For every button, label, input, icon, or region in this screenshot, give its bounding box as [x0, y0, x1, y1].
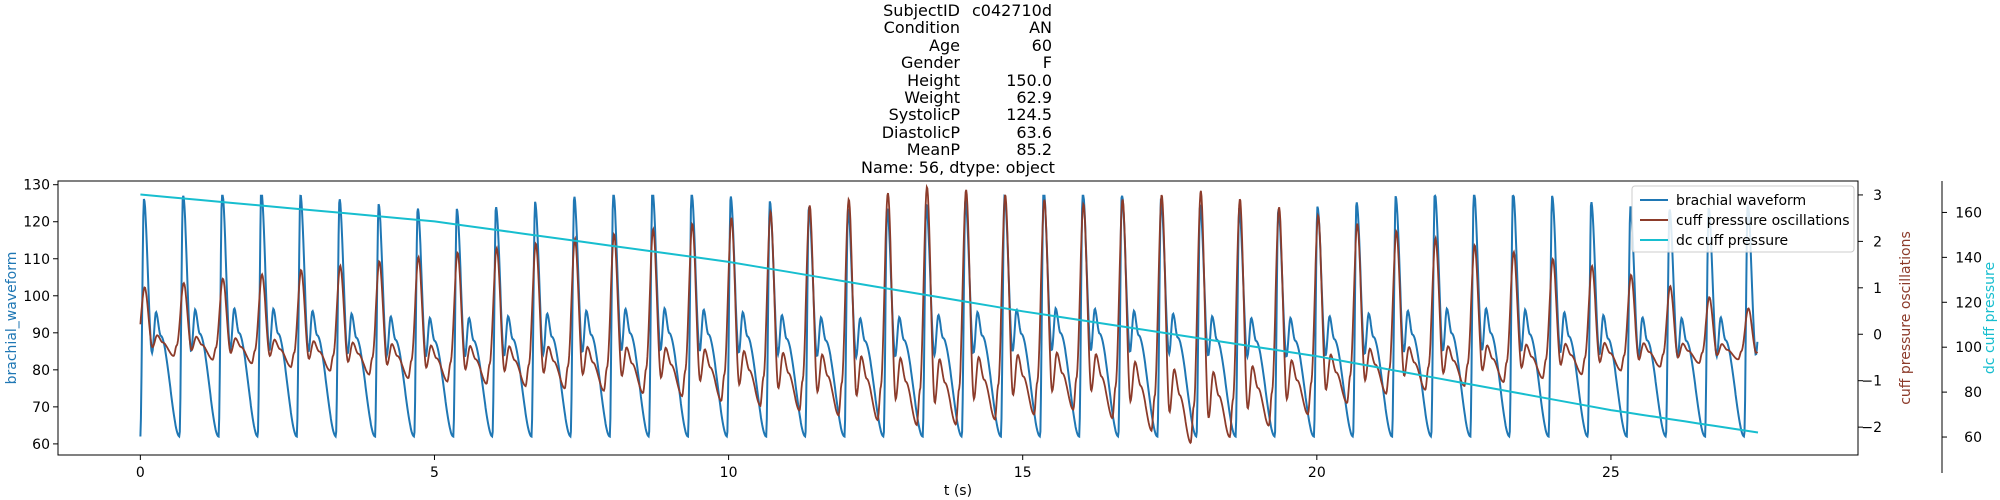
left-y-tick-label: 80: [32, 363, 50, 379]
x-tick-label: 5: [430, 465, 439, 481]
right2-y-tick-label: 120: [1955, 295, 1982, 311]
right-y-axis-label: cuff pressure oscillations: [1898, 231, 1914, 405]
chart-title: SubjectID c042710d Condition AN Age 60 Gender F…: [0, 0, 2000, 180]
title-value: 124.5: [1006, 105, 1052, 125]
title-key: SystolicP: [888, 105, 960, 125]
x-tick-label: 15: [1014, 465, 1032, 481]
legend-box: [1631, 185, 1855, 253]
x-tick-label: 0: [136, 465, 145, 481]
title-value: 60: [1031, 35, 1052, 55]
right2-y-tick-label: 100: [1955, 340, 1982, 356]
title-key: Age: [929, 35, 960, 55]
title-key: Weight: [904, 88, 960, 107]
title-value: 62.9: [1016, 88, 1052, 107]
title-value: 85.2: [1016, 140, 1052, 160]
right-y-tick-label: 1: [1873, 281, 1882, 297]
title-value: F: [1042, 53, 1052, 73]
title-value: AN: [1029, 18, 1052, 38]
title-value: c042710d: [971, 1, 1052, 20]
title-value: 63.6: [1016, 122, 1052, 142]
right2-y-tick-label: 80: [1964, 385, 1982, 401]
right-y-tick-label: 2: [1873, 234, 1882, 250]
legend-entry: brachial waveform: [1676, 193, 1806, 209]
right-y-tick-label: 0: [1873, 327, 1882, 343]
legend-entry: cuff pressure oscillations: [1676, 213, 1850, 229]
right2-y-tick-label: 140: [1955, 250, 1982, 266]
right-y-tick-label: −2: [1861, 420, 1882, 436]
series-dc-cuff-pressure: [140, 193, 1759, 434]
right-y-tick-label: −1: [1861, 374, 1882, 390]
title-key: Height: [907, 70, 960, 90]
right2-y-tick-label: 160: [1955, 205, 1982, 221]
series-cuff-pressure-oscillations: [139, 183, 1759, 445]
title-key: SubjectID: [883, 1, 960, 20]
title-key: DiastolicP: [881, 122, 960, 142]
series-brachial-waveform: [139, 194, 1759, 439]
title-key: Gender: [901, 53, 960, 73]
title-value: 150.0: [1006, 70, 1052, 90]
right-y-tick-label: 3: [1873, 188, 1882, 204]
left-y-tick-label: 100: [23, 289, 50, 305]
left-y-tick-label: 70: [32, 400, 50, 416]
title-key: Condition: [883, 18, 960, 38]
left-y-tick-label: 110: [23, 252, 50, 268]
left-y-tick-label: 90: [32, 326, 50, 342]
x-tick-label: 20: [1308, 465, 1326, 481]
title-footer: Name: 56, dtype: object: [861, 157, 1055, 177]
left-y-axis-label: brachial_waveform: [4, 252, 20, 385]
legend-entry: dc cuff pressure: [1676, 233, 1788, 249]
x-tick-label: 25: [1602, 465, 1620, 481]
x-tick-label: 10: [720, 465, 738, 481]
right2-y-tick-label: 60: [1964, 430, 1982, 446]
left-y-tick-label: 120: [23, 215, 50, 231]
left-y-tick-label: 60: [32, 437, 50, 453]
left-y-tick-label: 130: [23, 178, 50, 194]
plot-frame: [57, 180, 1859, 456]
x-axis-label: t (s): [944, 483, 972, 499]
title-key: MeanP: [906, 140, 960, 160]
right2-y-axis-label: dc cuff pressure: [1982, 262, 1998, 374]
